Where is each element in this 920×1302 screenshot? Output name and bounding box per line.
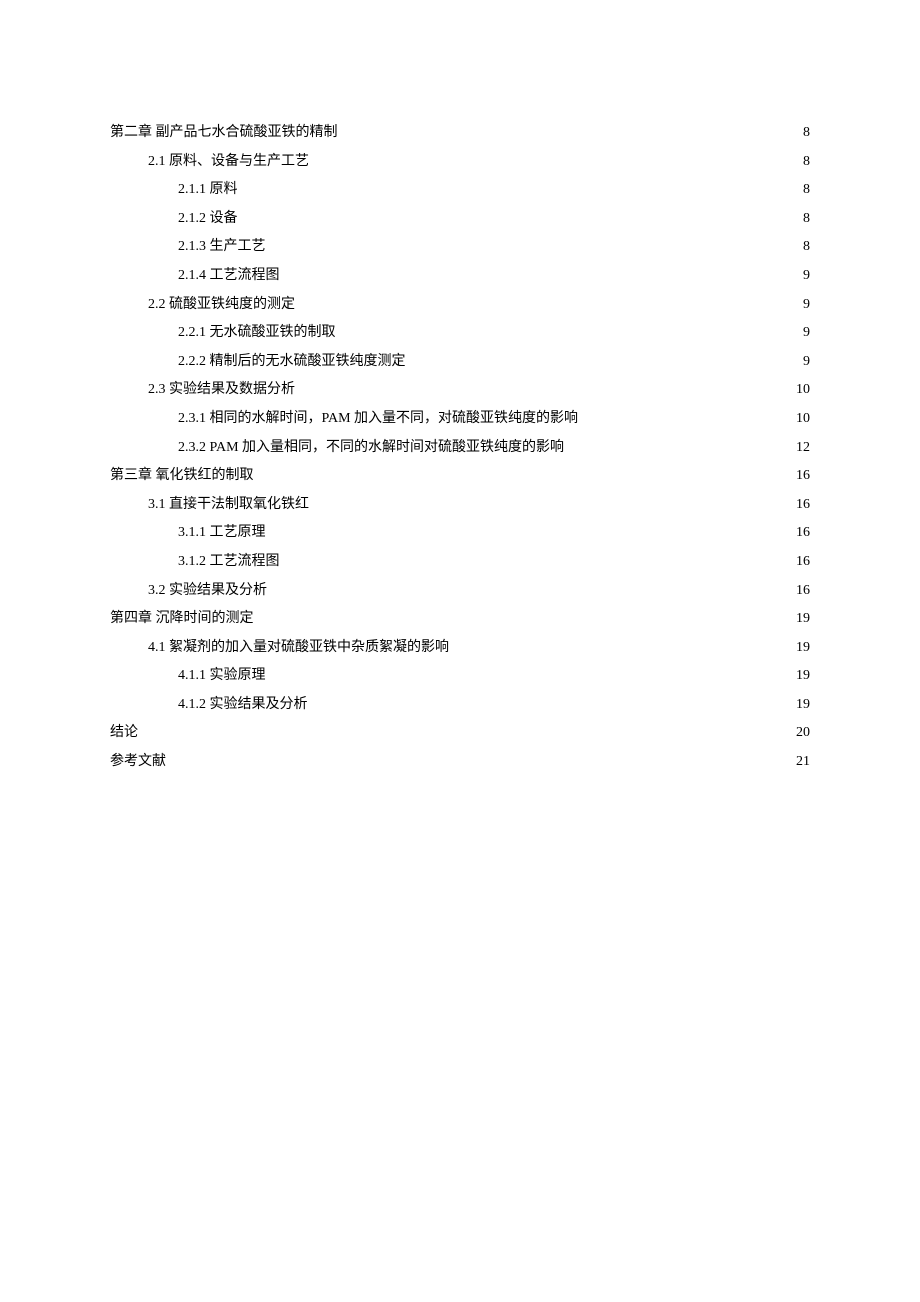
toc-entry-label: 2.1 原料、设备与生产工艺 xyxy=(148,149,309,176)
toc-entry-label: 2.2 硫酸亚铁纯度的测定 xyxy=(148,292,295,319)
toc-entry: 2.3.2 PAM 加入量相同，不同的水解时间对硫酸亚铁纯度的影响 12 xyxy=(178,435,810,462)
toc-entry-label: 3.1 直接干法制取氧化铁红 xyxy=(148,492,309,519)
toc-entry-label: 第四章 沉降时间的测定 xyxy=(110,606,254,633)
toc-entry-page: 16 xyxy=(796,578,810,605)
toc-entry: 2.2.2 精制后的无水硫酸亚铁纯度测定 9 xyxy=(178,349,810,376)
toc-entry-label: 2.3 实验结果及数据分析 xyxy=(148,377,295,404)
toc-entry-label: 2.1.2 设备 xyxy=(178,206,238,233)
toc-entry: 4.1.1 实验原理 19 xyxy=(178,663,810,690)
toc-entry-label: 4.1.2 实验结果及分析 xyxy=(178,692,308,719)
toc-entry-page: 8 xyxy=(803,120,810,147)
toc-entry: 第二章 副产品七水合硫酸亚铁的精制 8 xyxy=(110,120,810,147)
toc-entry-page: 16 xyxy=(796,520,810,547)
table-of-contents: 第二章 副产品七水合硫酸亚铁的精制82.1 原料、设备与生产工艺82.1.1 原… xyxy=(110,120,810,776)
toc-entry: 第四章 沉降时间的测定 19 xyxy=(110,606,810,633)
toc-entry-label: 2.3.1 相同的水解时间，PAM 加入量不同，对硫酸亚铁纯度的影响 xyxy=(178,406,578,433)
toc-entry: 参考文献 21 xyxy=(110,749,810,776)
toc-entry-label: 3.2 实验结果及分析 xyxy=(148,578,267,605)
toc-entry-label: 3.1.1 工艺原理 xyxy=(178,520,266,547)
toc-entry-label: 4.1 絮凝剂的加入量对硫酸亚铁中杂质絮凝的影响 xyxy=(148,635,449,662)
toc-entry-page: 12 xyxy=(796,435,810,462)
toc-entry: 结论 20 xyxy=(110,720,810,747)
toc-entry-label: 第三章 氧化铁红的制取 xyxy=(110,463,254,490)
toc-entry: 3.1.1 工艺原理 16 xyxy=(178,520,810,547)
toc-entry-page: 9 xyxy=(803,349,810,376)
toc-entry-page: 8 xyxy=(803,149,810,176)
toc-entry-page: 9 xyxy=(803,292,810,319)
toc-entry-page: 19 xyxy=(796,692,810,719)
toc-entry: 2.1.3 生产工艺 8 xyxy=(178,234,810,261)
toc-entry: 2.2.1 无水硫酸亚铁的制取 9 xyxy=(178,320,810,347)
toc-entry-page: 19 xyxy=(796,606,810,633)
toc-entry-label: 第二章 副产品七水合硫酸亚铁的精制 xyxy=(110,120,338,147)
toc-entry-page: 8 xyxy=(803,234,810,261)
toc-entry: 2.2 硫酸亚铁纯度的测定 9 xyxy=(148,292,810,319)
toc-entry-label: 2.2.1 无水硫酸亚铁的制取 xyxy=(178,320,336,347)
toc-entry: 2.1.1 原料 8 xyxy=(178,177,810,204)
toc-entry-label: 3.1.2 工艺流程图 xyxy=(178,549,280,576)
toc-entry: 2.1 原料、设备与生产工艺 8 xyxy=(148,149,810,176)
toc-entry-page: 19 xyxy=(796,635,810,662)
toc-entry-label: 2.1.4 工艺流程图 xyxy=(178,263,280,290)
toc-entry-page: 21 xyxy=(796,749,810,776)
toc-entry-page: 10 xyxy=(796,377,810,404)
toc-entry-page: 8 xyxy=(803,206,810,233)
toc-entry: 2.3.1 相同的水解时间，PAM 加入量不同，对硫酸亚铁纯度的影响 10 xyxy=(178,406,810,433)
toc-entry-page: 19 xyxy=(796,663,810,690)
toc-entry-label: 2.2.2 精制后的无水硫酸亚铁纯度测定 xyxy=(178,349,406,376)
toc-entry: 3.1 直接干法制取氧化铁红 16 xyxy=(148,492,810,519)
toc-entry-label: 参考文献 xyxy=(110,749,166,776)
toc-entry: 第三章 氧化铁红的制取 16 xyxy=(110,463,810,490)
toc-entry: 2.3 实验结果及数据分析 10 xyxy=(148,377,810,404)
toc-entry: 4.1 絮凝剂的加入量对硫酸亚铁中杂质絮凝的影响 19 xyxy=(148,635,810,662)
toc-entry: 2.1.4 工艺流程图 9 xyxy=(178,263,810,290)
toc-entry-page: 10 xyxy=(796,406,810,433)
toc-entry-page: 16 xyxy=(796,492,810,519)
toc-entry: 3.2 实验结果及分析 16 xyxy=(148,578,810,605)
toc-entry-page: 16 xyxy=(796,549,810,576)
toc-entry-page: 9 xyxy=(803,320,810,347)
toc-entry-page: 20 xyxy=(796,720,810,747)
toc-entry: 2.1.2 设备 8 xyxy=(178,206,810,233)
toc-entry: 4.1.2 实验结果及分析 19 xyxy=(178,692,810,719)
toc-entry-page: 9 xyxy=(803,263,810,290)
toc-entry: 3.1.2 工艺流程图 16 xyxy=(178,549,810,576)
toc-entry-label: 4.1.1 实验原理 xyxy=(178,663,266,690)
toc-entry-page: 16 xyxy=(796,463,810,490)
toc-entry-label: 2.1.1 原料 xyxy=(178,177,238,204)
toc-entry-label: 结论 xyxy=(110,720,138,747)
toc-entry-label: 2.1.3 生产工艺 xyxy=(178,234,266,261)
toc-entry-label: 2.3.2 PAM 加入量相同，不同的水解时间对硫酸亚铁纯度的影响 xyxy=(178,435,564,462)
toc-entry-page: 8 xyxy=(803,177,810,204)
